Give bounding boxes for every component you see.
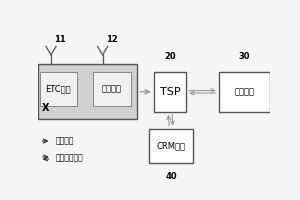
- Text: 30: 30: [239, 52, 250, 61]
- Text: ETC模块: ETC模块: [46, 84, 71, 93]
- Text: 11: 11: [55, 35, 66, 44]
- Bar: [93, 72, 130, 106]
- Text: 车载线束: 车载线束: [56, 137, 75, 146]
- Text: CRM系统: CRM系统: [157, 141, 186, 150]
- Bar: [38, 64, 137, 119]
- Text: 银行系统: 银行系统: [234, 87, 254, 96]
- Text: TSP: TSP: [160, 87, 180, 97]
- Text: 20: 20: [164, 52, 176, 61]
- Bar: [219, 72, 270, 112]
- Bar: [149, 129, 193, 163]
- Bar: [40, 72, 77, 106]
- Bar: [154, 72, 186, 112]
- Text: 40: 40: [165, 172, 177, 181]
- Text: 通讯模块: 通讯模块: [102, 84, 122, 93]
- Text: 12: 12: [106, 35, 118, 44]
- Text: 系统接口通讯: 系统接口通讯: [56, 153, 84, 162]
- Text: X: X: [42, 103, 50, 113]
